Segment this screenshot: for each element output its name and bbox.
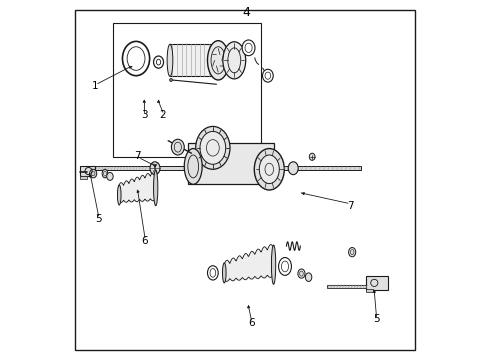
- Ellipse shape: [259, 155, 279, 184]
- Ellipse shape: [207, 266, 218, 280]
- Bar: [367, 289, 373, 292]
- Ellipse shape: [242, 40, 255, 56]
- Text: 7: 7: [347, 201, 354, 211]
- Ellipse shape: [184, 149, 202, 184]
- Ellipse shape: [309, 153, 315, 160]
- Ellipse shape: [263, 69, 273, 82]
- Bar: [283, 166, 361, 170]
- Bar: [188, 143, 273, 184]
- Ellipse shape: [271, 245, 276, 284]
- Text: 3: 3: [141, 110, 147, 120]
- Bar: [80, 176, 87, 179]
- Text: 6: 6: [248, 318, 255, 328]
- Ellipse shape: [153, 56, 164, 68]
- Bar: [170, 44, 217, 76]
- Text: 4: 4: [243, 6, 251, 19]
- Bar: [80, 166, 95, 176]
- Ellipse shape: [200, 131, 226, 164]
- Ellipse shape: [170, 78, 172, 81]
- Ellipse shape: [90, 169, 97, 178]
- Ellipse shape: [102, 169, 108, 178]
- Ellipse shape: [107, 172, 113, 180]
- Bar: [113, 23, 261, 157]
- Ellipse shape: [196, 126, 230, 169]
- Text: 1: 1: [92, 81, 98, 91]
- Ellipse shape: [150, 162, 160, 175]
- Ellipse shape: [298, 269, 305, 278]
- Ellipse shape: [279, 257, 292, 275]
- Ellipse shape: [288, 162, 298, 175]
- Text: 2: 2: [160, 110, 166, 120]
- Ellipse shape: [122, 41, 149, 76]
- Text: 6: 6: [142, 236, 148, 246]
- Ellipse shape: [348, 248, 356, 257]
- Ellipse shape: [118, 185, 121, 205]
- Ellipse shape: [223, 42, 245, 79]
- Ellipse shape: [305, 273, 312, 282]
- Ellipse shape: [172, 139, 184, 155]
- Ellipse shape: [153, 170, 158, 206]
- Ellipse shape: [207, 41, 229, 80]
- Bar: [84, 166, 190, 170]
- Ellipse shape: [254, 149, 284, 190]
- Ellipse shape: [222, 263, 226, 283]
- Text: 5: 5: [373, 314, 380, 324]
- Bar: [367, 276, 388, 290]
- Text: 7: 7: [135, 151, 141, 161]
- Ellipse shape: [167, 44, 173, 76]
- Bar: [327, 285, 368, 288]
- Text: 5: 5: [95, 213, 102, 224]
